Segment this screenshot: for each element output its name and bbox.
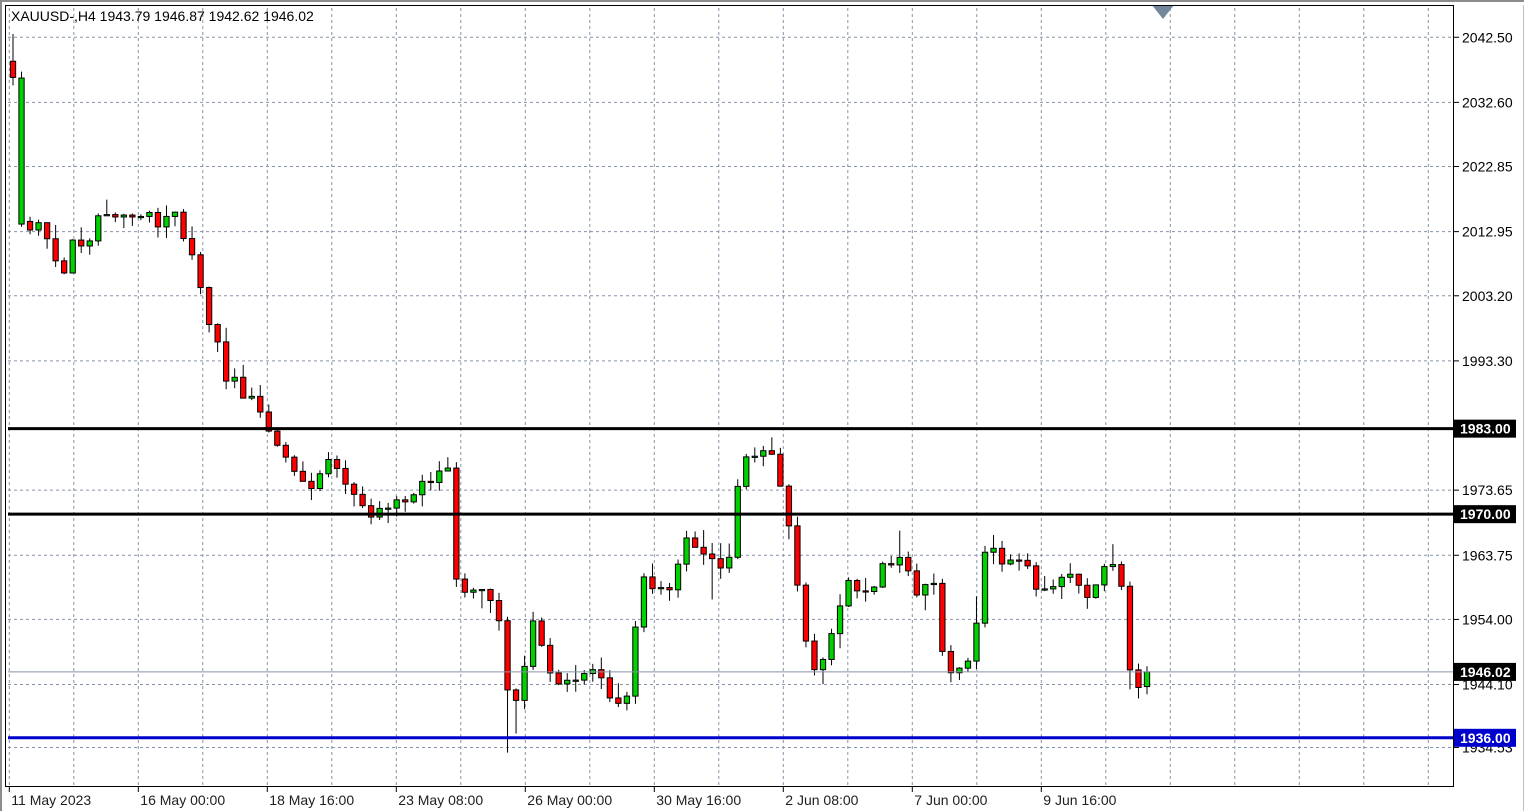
svg-text:11 May 2023: 11 May 2023	[11, 792, 91, 808]
svg-text:26 May 00:00: 26 May 00:00	[527, 792, 612, 808]
svg-text:1983.00: 1983.00	[1460, 421, 1511, 437]
svg-text:18 May 16:00: 18 May 16:00	[269, 792, 354, 808]
svg-text:2 Jun 08:00: 2 Jun 08:00	[785, 792, 858, 808]
svg-text:23 May 08:00: 23 May 08:00	[398, 792, 483, 808]
svg-text:2022.85: 2022.85	[1462, 159, 1513, 175]
svg-text:16 May 00:00: 16 May 00:00	[140, 792, 225, 808]
svg-text:2032.60: 2032.60	[1462, 94, 1513, 110]
svg-text:2003.20: 2003.20	[1462, 288, 1513, 304]
svg-text:9 Jun 16:00: 9 Jun 16:00	[1043, 792, 1116, 808]
svg-text:1946.02: 1946.02	[1460, 664, 1511, 680]
svg-text:1973.65: 1973.65	[1462, 482, 1513, 498]
svg-text:7 Jun 00:00: 7 Jun 00:00	[914, 792, 987, 808]
svg-text:1936.00: 1936.00	[1460, 730, 1511, 746]
svg-text:30 May 16:00: 30 May 16:00	[656, 792, 741, 808]
svg-text:1963.75: 1963.75	[1462, 547, 1513, 563]
svg-text:2042.50: 2042.50	[1462, 29, 1513, 45]
svg-text:1954.00: 1954.00	[1462, 611, 1513, 627]
svg-text:XAUUSD-,H4 1943.79 1946.87 1: XAUUSD-,H4 1943.79 1946.87 1942.62 1946.…	[11, 8, 314, 24]
svg-text:2012.95: 2012.95	[1462, 224, 1513, 240]
svg-text:1970.00: 1970.00	[1460, 506, 1511, 522]
svg-text:1993.30: 1993.30	[1462, 353, 1513, 369]
